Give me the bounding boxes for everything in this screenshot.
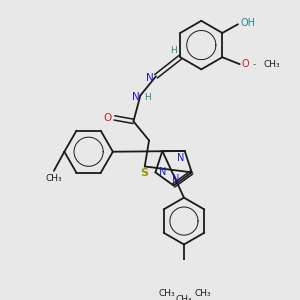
Text: CH₃: CH₃ <box>158 290 175 298</box>
Text: CH₃: CH₃ <box>46 174 62 183</box>
Text: H: H <box>144 93 151 102</box>
Text: CH₃: CH₃ <box>195 290 211 298</box>
Text: –: – <box>253 61 256 67</box>
Text: O: O <box>103 113 112 123</box>
Text: CH₃: CH₃ <box>176 296 192 300</box>
Text: N: N <box>159 167 166 177</box>
Text: N: N <box>172 174 179 184</box>
Text: OH: OH <box>241 18 256 28</box>
Text: H: H <box>170 46 177 55</box>
Text: CH₃: CH₃ <box>263 60 280 69</box>
Text: N: N <box>132 92 140 102</box>
Text: O: O <box>242 59 249 69</box>
Text: N: N <box>177 153 184 163</box>
Text: S: S <box>140 168 148 178</box>
Text: N: N <box>146 73 154 83</box>
